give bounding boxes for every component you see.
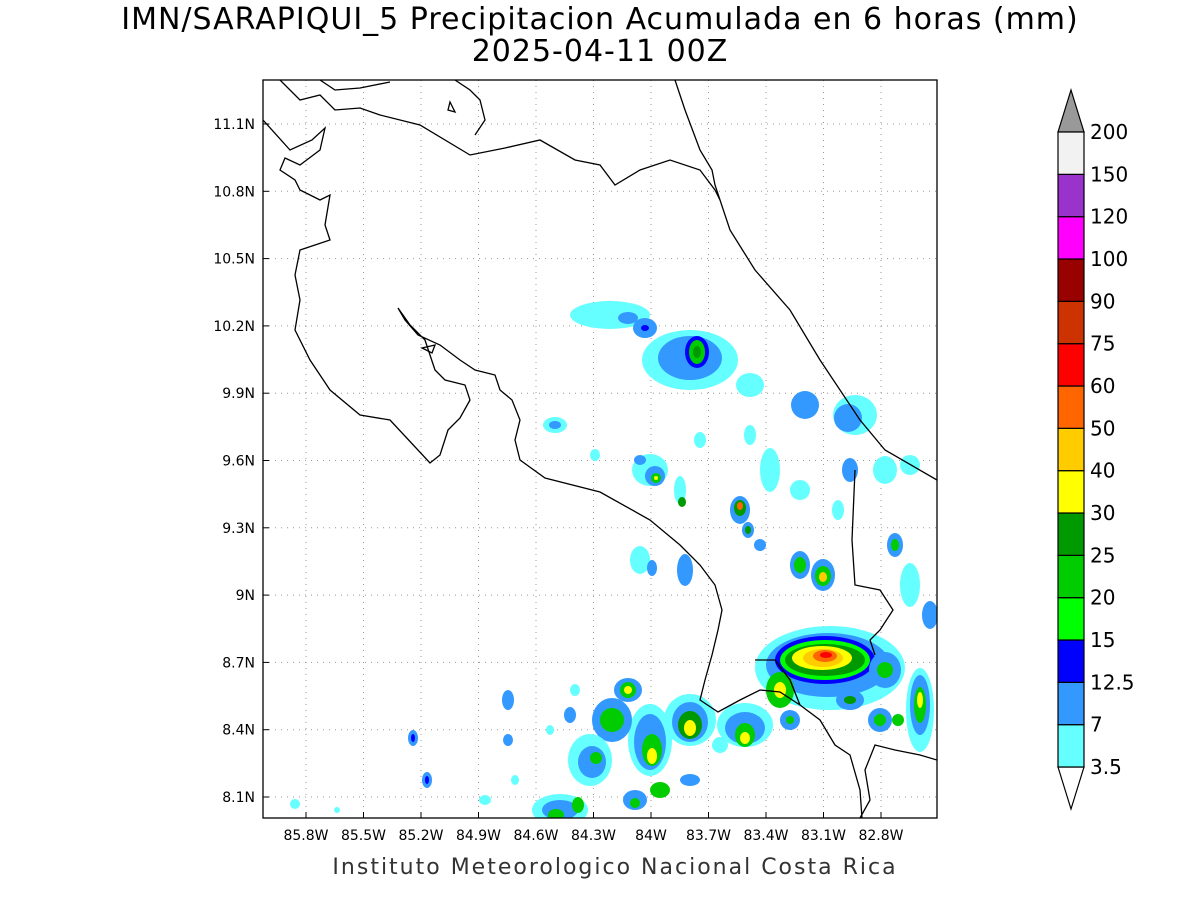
southern-border [755, 659, 801, 706]
lon-tick-label: 85.2W [398, 828, 443, 844]
lat-tick-label: 11.1N [213, 117, 255, 133]
coastline [263, 80, 937, 818]
lat-tick-label: 9N [236, 588, 255, 604]
colorbar-label: 12.5 [1090, 670, 1135, 694]
colorbar-swatch [1057, 258, 1085, 302]
lon-tick-label: 85.5W [341, 828, 386, 844]
latitude-axis: 11.1N 10.8N 10.5N 10.2N 9.9N 9.6N 9.3N 9N 8.7N 8.… [213, 117, 255, 806]
colorbar-swatch [1057, 173, 1085, 218]
lon-tick-label: 83.4W [743, 828, 788, 844]
colorbar-swatch [1057, 343, 1085, 387]
colorbar-label: 15 [1090, 628, 1115, 652]
colorbar-swatch [1057, 681, 1085, 726]
colorbar-swatch [1057, 131, 1085, 175]
colorbar-swatch [1057, 512, 1085, 556]
colorbar-swatch [1057, 597, 1085, 641]
colorbar-label: 30 [1090, 501, 1115, 525]
pacific-coast [263, 119, 863, 818]
colorbar-label: 100 [1090, 247, 1128, 271]
lon-tick-label: 84.6W [513, 828, 558, 844]
map-title: IMN/SARAPIQUI_5 Precipitacion Acumulada … [121, 2, 1079, 37]
lon-tick-label: 84.9W [456, 828, 501, 844]
nicaragua-border [279, 80, 721, 201]
colorbar-under-arrow [1057, 766, 1085, 812]
lat-tick-label: 9.9N [222, 386, 255, 402]
colorbar-swatch [1057, 216, 1085, 260]
lon-tick-label: 84.3W [571, 828, 616, 844]
island [447, 100, 457, 114]
colorbar-label: 90 [1090, 289, 1115, 313]
lat-tick-label: 10.5N [213, 252, 255, 268]
caribbean-coast [674, 80, 937, 481]
rain-cell-southeast-core [755, 626, 934, 752]
rain-cell-north-1 [570, 301, 650, 329]
colorbar-swatch [1057, 427, 1085, 472]
coast-lower [859, 744, 937, 818]
footer-credit: Instituto Meteorologico Nacional Costa R… [332, 855, 898, 880]
colorbar-swatch [1057, 639, 1085, 683]
colorbar-label: 3.5 [1090, 755, 1122, 779]
lat-tick-label: 10.2N [213, 319, 255, 335]
lat-tick-label: 10.8N [213, 184, 255, 200]
lake-shore [454, 80, 486, 136]
gulf-island [420, 344, 437, 354]
colorbar-label: 150 [1090, 162, 1128, 186]
colorbar-label: 25 [1090, 543, 1115, 567]
lat-tick-label: 9.3N [222, 521, 255, 537]
rain-cell-isolated [290, 684, 580, 813]
colorbar-swatch [1057, 470, 1085, 514]
nicaragua-coast [319, 80, 391, 91]
lat-tick-label: 8.7N [222, 655, 255, 671]
colorbar-label: 200 [1090, 120, 1128, 144]
lon-tick-label: 82.8W [858, 828, 903, 844]
colorbar-label: 60 [1090, 374, 1115, 398]
lat-tick-label: 8.1N [222, 790, 255, 806]
map-subtitle: 2025-04-11 00Z [471, 34, 729, 69]
colorbar-label: 50 [1090, 416, 1115, 440]
colorbar-label: 120 [1090, 205, 1128, 229]
map-frame [262, 79, 938, 819]
colorbar: 3.5 7 12.5 15 20 25 30 40 50 60 75 90 100 120 150 200 [1057, 87, 1135, 812]
rain-cell-east [790, 455, 937, 629]
rain-cell-central [543, 417, 810, 586]
colorbar-swatch [1057, 385, 1085, 429]
lat-tick-label: 9.6N [222, 454, 255, 470]
longitude-axis: 85.8W 85.5W 85.2W 84.9W 84.6W 84.3W 84W 83.7W 83… [283, 828, 903, 844]
colorbar-label: 7 [1090, 713, 1103, 737]
lat-tick-label: 8.4N [222, 723, 255, 739]
panama-border [851, 469, 894, 656]
lon-tick-label: 84W [635, 828, 667, 844]
precipitation-field [290, 301, 937, 818]
colorbar-label: 75 [1090, 332, 1115, 356]
rain-cell-south-band [532, 678, 773, 818]
colorbar-swatch [1057, 724, 1085, 768]
lon-tick-label: 83.1W [801, 828, 846, 844]
colorbar-label: 20 [1090, 586, 1115, 610]
colorbar-label: 40 [1090, 459, 1115, 483]
lon-tick-label: 83.7W [686, 828, 731, 844]
rain-cell-north-2 [633, 318, 738, 390]
lon-tick-label: 85.8W [283, 828, 328, 844]
colorbar-swatch [1057, 554, 1085, 599]
colorbar-over-arrow [1057, 87, 1085, 133]
rain-cell-north-3 [694, 373, 877, 448]
colorbar-swatch [1057, 300, 1085, 345]
